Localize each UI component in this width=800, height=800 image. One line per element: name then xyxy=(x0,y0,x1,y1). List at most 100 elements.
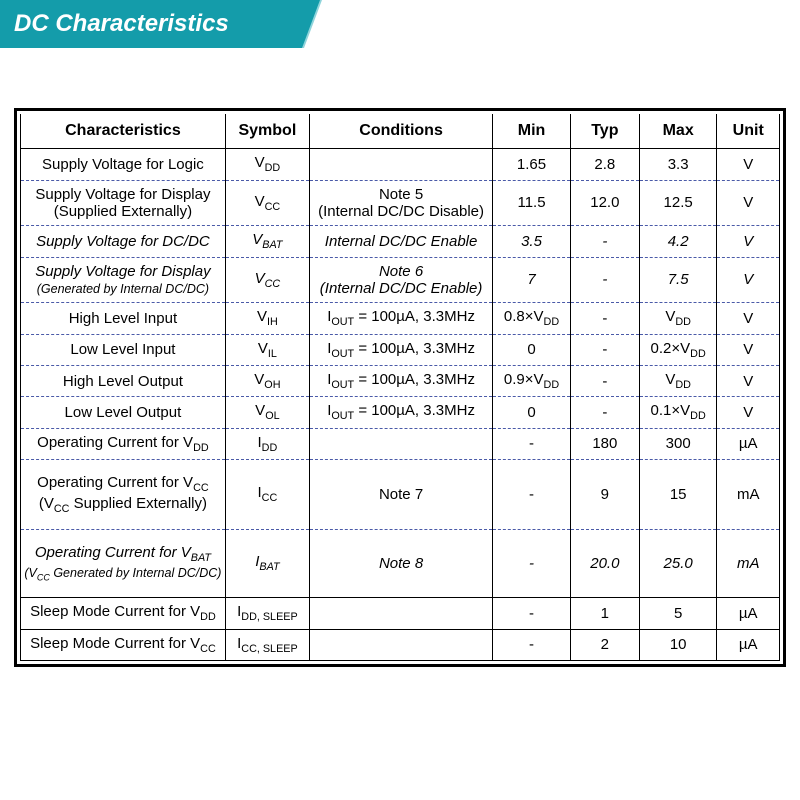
table-row: Operating Current for VDDIDD-180300µA xyxy=(21,428,780,459)
table-row: Supply Voltage for LogicVDD 1.652.83.3V xyxy=(21,149,780,180)
cell-conditions: Note 7 xyxy=(309,460,492,530)
table-row: High Level OutputVOHIOUT = 100µA, 3.3MHz… xyxy=(21,366,780,397)
table-row: Supply Voltage for DC/DCVBATInternal DC/… xyxy=(21,226,780,257)
cell-max: 12.5 xyxy=(639,180,717,226)
cell-min: - xyxy=(493,428,571,459)
cell-typ: - xyxy=(570,397,639,428)
cell-typ: 2 xyxy=(570,629,639,660)
cell-max: 3.3 xyxy=(639,149,717,180)
table-row: Low Level InputVILIOUT = 100µA, 3.3MHz0-… xyxy=(21,334,780,365)
cell-unit: V xyxy=(717,397,780,428)
cell-min: 11.5 xyxy=(493,180,571,226)
cell-min: - xyxy=(493,598,571,629)
cell-conditions: Internal DC/DC Enable xyxy=(309,226,492,257)
cell-unit: V xyxy=(717,303,780,334)
cell-symbol: VCC xyxy=(225,257,309,303)
cell-typ: 20.0 xyxy=(570,530,639,598)
col-header: Unit xyxy=(717,114,780,149)
col-header: Characteristics xyxy=(21,114,226,149)
col-header: Conditions xyxy=(309,114,492,149)
cell-typ: - xyxy=(570,366,639,397)
col-header: Symbol xyxy=(225,114,309,149)
cell-max: 5 xyxy=(639,598,717,629)
cell-min: 7 xyxy=(493,257,571,303)
spec-table: Characteristics Symbol Conditions Min Ty… xyxy=(20,114,780,661)
cell-unit: µA xyxy=(717,598,780,629)
cell-max: 0.2×VDD xyxy=(639,334,717,365)
table-row: High Level InputVIHIOUT = 100µA, 3.3MHz0… xyxy=(21,303,780,334)
cell-symbol: IBAT xyxy=(225,530,309,598)
cell-min: 0 xyxy=(493,334,571,365)
cell-max: VDD xyxy=(639,303,717,334)
cell-symbol: IDD, SLEEP xyxy=(225,598,309,629)
cell-characteristic: Supply Voltage for Display(Supplied Exte… xyxy=(21,180,226,226)
table-header-row: Characteristics Symbol Conditions Min Ty… xyxy=(21,114,780,149)
cell-characteristic: Operating Current for VCC(VCC Supplied E… xyxy=(21,460,226,530)
cell-typ: - xyxy=(570,334,639,365)
cell-min: - xyxy=(493,629,571,660)
spec-table-container: Characteristics Symbol Conditions Min Ty… xyxy=(14,108,786,667)
cell-min: - xyxy=(493,530,571,598)
cell-max: VDD xyxy=(639,366,717,397)
cell-symbol: VBAT xyxy=(225,226,309,257)
cell-unit: µA xyxy=(717,428,780,459)
table-row: Supply Voltage for Display(Generated by … xyxy=(21,257,780,303)
cell-unit: V xyxy=(717,257,780,303)
table-row: Low Level OutputVOLIOUT = 100µA, 3.3MHz0… xyxy=(21,397,780,428)
cell-symbol: VIH xyxy=(225,303,309,334)
cell-min: 3.5 xyxy=(493,226,571,257)
cell-max: 25.0 xyxy=(639,530,717,598)
cell-typ: 2.8 xyxy=(570,149,639,180)
col-header: Typ xyxy=(570,114,639,149)
cell-max: 7.5 xyxy=(639,257,717,303)
cell-unit: V xyxy=(717,366,780,397)
cell-max: 10 xyxy=(639,629,717,660)
cell-unit: mA xyxy=(717,460,780,530)
cell-conditions xyxy=(309,428,492,459)
cell-min: 1.65 xyxy=(493,149,571,180)
cell-conditions: Note 6(Internal DC/DC Enable) xyxy=(309,257,492,303)
cell-symbol: VIL xyxy=(225,334,309,365)
cell-typ: 12.0 xyxy=(570,180,639,226)
cell-unit: mA xyxy=(717,530,780,598)
cell-min: 0.8×VDD xyxy=(493,303,571,334)
cell-conditions xyxy=(309,149,492,180)
cell-unit: V xyxy=(717,149,780,180)
cell-max: 4.2 xyxy=(639,226,717,257)
cell-unit: V xyxy=(717,180,780,226)
cell-min: 0.9×VDD xyxy=(493,366,571,397)
cell-max: 15 xyxy=(639,460,717,530)
cell-typ: 180 xyxy=(570,428,639,459)
cell-typ: 9 xyxy=(570,460,639,530)
cell-typ: - xyxy=(570,257,639,303)
cell-min: 0 xyxy=(493,397,571,428)
cell-characteristic: Low Level Output xyxy=(21,397,226,428)
cell-min: - xyxy=(493,460,571,530)
cell-typ: 1 xyxy=(570,598,639,629)
cell-conditions: Note 5(Internal DC/DC Disable) xyxy=(309,180,492,226)
cell-symbol: VDD xyxy=(225,149,309,180)
cell-characteristic: Sleep Mode Current for VDD xyxy=(21,598,226,629)
table-row: Supply Voltage for Display(Supplied Exte… xyxy=(21,180,780,226)
cell-symbol: ICC xyxy=(225,460,309,530)
cell-characteristic: Supply Voltage for Logic xyxy=(21,149,226,180)
cell-symbol: VOL xyxy=(225,397,309,428)
cell-conditions: IOUT = 100µA, 3.3MHz xyxy=(309,366,492,397)
cell-characteristic: High Level Input xyxy=(21,303,226,334)
cell-max: 0.1×VDD xyxy=(639,397,717,428)
table-row: Sleep Mode Current for VCCICC, SLEEP-210… xyxy=(21,629,780,660)
cell-symbol: IDD xyxy=(225,428,309,459)
col-header: Min xyxy=(493,114,571,149)
cell-conditions: IOUT = 100µA, 3.3MHz xyxy=(309,334,492,365)
cell-max: 300 xyxy=(639,428,717,459)
cell-unit: V xyxy=(717,334,780,365)
col-header: Max xyxy=(639,114,717,149)
cell-typ: - xyxy=(570,303,639,334)
cell-characteristic: Sleep Mode Current for VCC xyxy=(21,629,226,660)
cell-typ: - xyxy=(570,226,639,257)
cell-characteristic: Low Level Input xyxy=(21,334,226,365)
table-row: Operating Current for VBAT(VCC Generated… xyxy=(21,530,780,598)
cell-characteristic: Operating Current for VBAT(VCC Generated… xyxy=(21,530,226,598)
cell-characteristic: Supply Voltage for Display(Generated by … xyxy=(21,257,226,303)
table-row: Sleep Mode Current for VDDIDD, SLEEP -15µ… xyxy=(21,598,780,629)
